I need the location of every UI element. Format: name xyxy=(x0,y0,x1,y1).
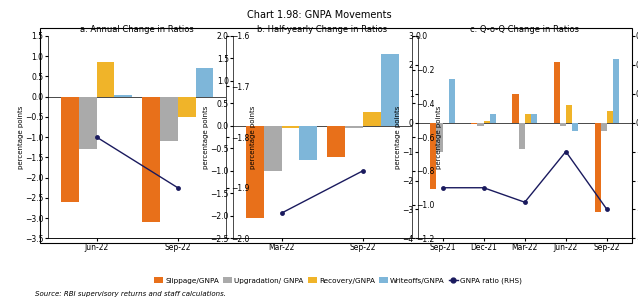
Bar xyxy=(560,122,566,125)
Bar xyxy=(263,126,281,171)
Bar xyxy=(299,126,317,160)
Text: Chart 1.98: GNPA Movements: Chart 1.98: GNPA Movements xyxy=(247,10,391,21)
Bar xyxy=(566,105,572,122)
Bar xyxy=(531,114,537,122)
Bar xyxy=(345,126,363,128)
Text: Source: RBI supervisory returns and staff calculations.: Source: RBI supervisory returns and staf… xyxy=(35,290,226,297)
Bar xyxy=(61,97,78,202)
Bar xyxy=(554,62,560,122)
Bar xyxy=(471,122,477,124)
Bar xyxy=(246,126,263,218)
Bar xyxy=(484,121,490,122)
Title: c. Q-o-Q Change in Ratios: c. Q-o-Q Change in Ratios xyxy=(470,25,579,34)
Bar xyxy=(281,126,299,128)
Bar xyxy=(178,97,196,117)
Y-axis label: percentage points: percentage points xyxy=(251,105,256,169)
Bar xyxy=(519,122,525,149)
Bar xyxy=(512,94,519,122)
Bar xyxy=(572,122,578,131)
Y-axis label: percentage points: percentage points xyxy=(436,105,441,169)
Bar xyxy=(607,111,613,122)
Bar xyxy=(196,68,214,97)
Bar xyxy=(78,97,96,149)
Bar xyxy=(490,114,496,122)
Bar xyxy=(381,54,399,126)
Bar xyxy=(96,62,114,97)
Bar xyxy=(114,94,132,97)
Bar xyxy=(327,126,345,157)
Title: a. Annual Change in Ratios: a. Annual Change in Ratios xyxy=(80,25,194,34)
Bar xyxy=(363,112,381,126)
Y-axis label: percentage points: percentage points xyxy=(203,105,209,169)
Bar xyxy=(601,122,607,131)
Bar xyxy=(477,122,484,125)
Bar xyxy=(525,114,531,122)
Bar xyxy=(595,122,601,212)
Bar xyxy=(436,122,443,152)
Legend: Slippage/GNPA, Upgradation/ GNPA, Recovery/GNPA, Writeoffs/GNPA, GNPA ratio (RHS: Slippage/GNPA, Upgradation/ GNPA, Recove… xyxy=(152,274,524,287)
Y-axis label: percentage points: percentage points xyxy=(18,105,24,169)
Bar xyxy=(160,97,178,141)
Bar xyxy=(430,122,436,189)
Bar xyxy=(449,79,455,122)
Y-axis label: percentage points: percentage points xyxy=(395,105,401,169)
Title: b. Half-yearly Change in Ratios: b. Half-yearly Change in Ratios xyxy=(257,25,387,34)
Bar xyxy=(142,97,160,222)
Bar xyxy=(613,59,619,122)
